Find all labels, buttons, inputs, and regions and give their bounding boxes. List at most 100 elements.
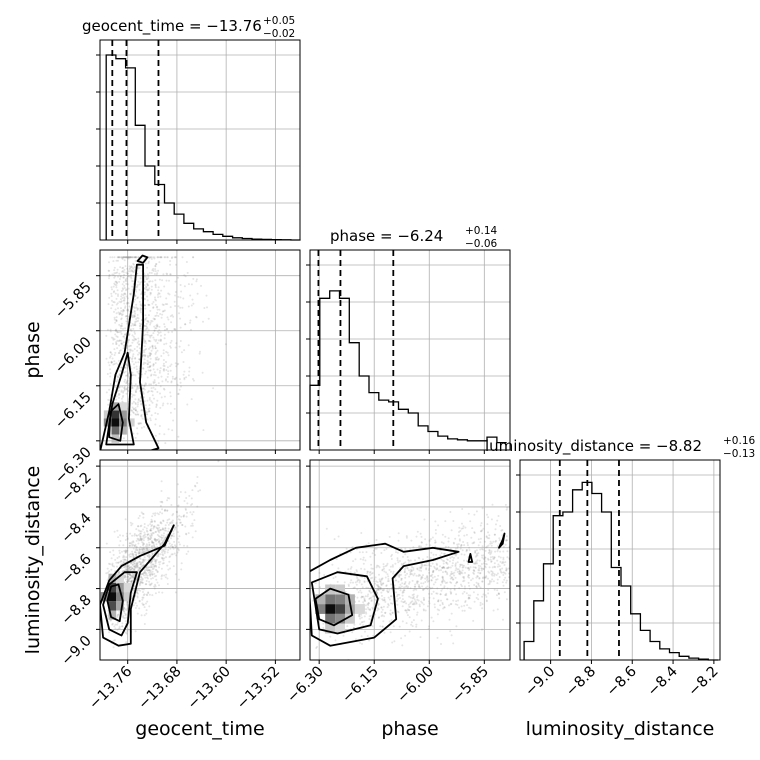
scatter-point — [124, 608, 126, 611]
scatter-point — [482, 568, 485, 571]
scatter-point — [355, 548, 358, 551]
scatter-point — [501, 560, 504, 563]
scatter-point — [132, 374, 135, 376]
scatter-point — [478, 577, 481, 580]
scatter-point — [441, 580, 443, 583]
scatter-point — [154, 568, 157, 571]
scatter-point — [158, 540, 161, 543]
scatter-point — [145, 574, 147, 576]
scatter-point — [187, 283, 190, 286]
scatter-point — [363, 598, 366, 601]
scatter-point — [123, 389, 126, 392]
scatter-point — [133, 337, 136, 340]
scatter-point — [123, 292, 126, 295]
scatter-point — [155, 558, 158, 561]
scatter-point — [438, 569, 440, 572]
scatter-point — [360, 567, 363, 570]
scatter-point — [155, 306, 158, 309]
scatter-point — [186, 511, 188, 514]
scatter-point — [436, 636, 439, 639]
scatter-point — [155, 569, 158, 572]
scatter-point — [126, 601, 129, 603]
scatter-point — [162, 310, 165, 313]
histogram-phase — [309, 290, 507, 450]
scatter-point — [150, 533, 153, 536]
scatter-point — [418, 545, 421, 548]
scatter-point — [174, 545, 177, 548]
scatter-point — [449, 577, 452, 580]
scatter-point — [166, 519, 169, 522]
scatter-point — [430, 565, 432, 568]
scatter-point — [383, 615, 386, 618]
scatter-point — [170, 553, 173, 556]
scatter-point — [120, 322, 123, 325]
scatter-point — [525, 563, 527, 565]
scatter-point — [127, 256, 129, 259]
scatter-point — [489, 540, 492, 543]
scatter-point — [134, 332, 136, 335]
scatter-point — [163, 333, 166, 336]
scatter-point — [138, 422, 141, 425]
scatter-point — [342, 634, 345, 637]
scatter-point — [145, 316, 148, 319]
scatter-point — [158, 584, 160, 587]
scatter-point — [150, 334, 153, 337]
scatter-point — [120, 397, 123, 400]
scatter-point — [113, 266, 116, 269]
scatter-point — [126, 379, 129, 382]
scatter-point — [157, 339, 160, 342]
scatter-point — [361, 586, 364, 589]
scatter-point — [131, 575, 134, 578]
xtick-label: −6.15 — [339, 664, 382, 707]
scatter-point — [174, 362, 177, 365]
scatter-point — [113, 282, 116, 285]
scatter-point — [142, 367, 145, 370]
scatter-point — [492, 557, 495, 560]
scatter-point — [128, 338, 130, 341]
scatter-point — [140, 539, 143, 542]
scatter-point — [467, 567, 470, 570]
scatter-point — [154, 539, 156, 542]
scatter-point — [136, 405, 139, 408]
scatter-point — [405, 611, 408, 614]
scatter-point — [436, 568, 439, 571]
scatter-point — [116, 623, 119, 626]
scatter-point — [124, 305, 127, 308]
scatter-point — [490, 560, 493, 563]
scatter-point — [171, 519, 174, 522]
scatter-point — [133, 256, 136, 259]
scatter-point — [148, 580, 151, 583]
scatter-point — [122, 256, 124, 259]
scatter-point — [125, 382, 128, 385]
scatter-point — [143, 345, 146, 348]
scatter-point — [479, 548, 482, 551]
scatter-point — [190, 328, 192, 331]
scatter-point — [141, 579, 144, 582]
scatter-point — [368, 571, 371, 574]
scatter-point — [129, 568, 132, 571]
scatter-point — [440, 552, 443, 555]
scatter-point — [148, 541, 151, 544]
scatter-point — [122, 394, 125, 397]
scatter-point — [134, 294, 137, 297]
scatter-point — [402, 555, 404, 558]
scatter-point — [452, 559, 455, 562]
scatter-point — [395, 591, 398, 594]
scatter-point — [178, 514, 181, 517]
scatter-point — [168, 542, 171, 545]
scatter-point — [157, 289, 160, 292]
scatter-point — [125, 302, 128, 305]
scatter-point — [174, 573, 177, 576]
scatter-point — [150, 582, 153, 585]
scatter-point — [159, 385, 162, 388]
scatter-point — [134, 549, 137, 551]
scatter-point — [171, 534, 173, 537]
scatter-point — [129, 566, 132, 569]
scatter-point — [489, 542, 492, 545]
scatter-point — [162, 528, 165, 531]
scatter-point — [396, 595, 399, 598]
scatter-point — [387, 578, 390, 580]
scatter-point — [125, 280, 128, 283]
scatter-point — [513, 562, 515, 564]
scatter-point — [131, 288, 134, 291]
